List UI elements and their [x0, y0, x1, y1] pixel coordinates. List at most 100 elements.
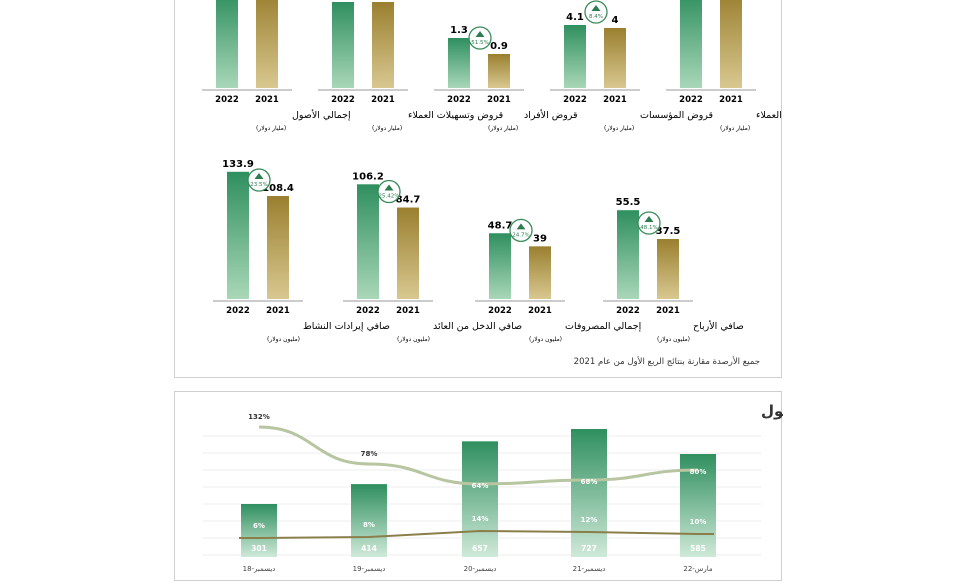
year-label-2022: 2022	[616, 306, 640, 316]
chart-unit: (مليار دولار)	[256, 125, 286, 132]
year-label-2021: 2021	[255, 95, 279, 105]
bar-2022	[216, 0, 238, 88]
year-label-2021: 2021	[266, 306, 290, 316]
year-label-2021: 2021	[719, 95, 743, 105]
change-label: 8.4%	[589, 14, 603, 20]
year-label-2022: 2022	[331, 95, 355, 105]
bar-value-label: 414	[361, 544, 377, 553]
bar-2022	[227, 171, 249, 299]
change-badge	[468, 26, 492, 50]
bar-2022	[564, 25, 586, 88]
chart-unit: (مليار دولار)	[604, 125, 634, 132]
change-label: 25.42%	[379, 194, 400, 200]
coverage-label: 64%	[472, 482, 489, 490]
bar-2021	[488, 54, 510, 88]
up-arrow-icon	[475, 31, 485, 37]
bar-value-label: 301	[251, 544, 267, 553]
chart-unit: (مليون دولار)	[267, 336, 300, 343]
period-label: ديسمبر-20	[464, 565, 497, 573]
period-label: ديسمبر-21	[573, 565, 606, 573]
up-arrow-icon	[384, 184, 394, 191]
up-arrow-icon	[516, 223, 526, 230]
chart-unit: (مليار دولار)	[720, 125, 750, 132]
ratio-label: 10%	[690, 518, 707, 526]
ratio-label: 6%	[253, 522, 265, 530]
period-label: ديسمبر-19	[353, 565, 386, 573]
kpi-footnote: جميع الأرصدة مقارنة بنتائج الربع الأول م…	[573, 357, 760, 367]
coverage-label: 78%	[361, 450, 378, 458]
asset-bar	[462, 441, 498, 557]
chart-title: إجمالي الأصول	[292, 109, 351, 121]
value-label-2022: 106.2	[352, 171, 384, 182]
ratio-label: 14%	[472, 515, 489, 523]
bar-2022	[617, 210, 639, 299]
value-label-2022: 133.9	[222, 159, 254, 170]
bar-2022	[489, 233, 511, 299]
asset-bar	[351, 484, 387, 557]
chart-unit: (مليار دولار)	[488, 125, 518, 132]
value-label-2022: 1.3	[450, 25, 468, 36]
chart-unit: (مليون دولار)	[657, 336, 690, 343]
value-label-2022: 48.7	[488, 220, 513, 231]
year-label-2022: 2022	[226, 306, 250, 316]
up-arrow-icon	[591, 5, 601, 11]
year-label-2022: 2022	[488, 306, 512, 316]
change-label: 51.5%	[471, 40, 488, 46]
change-badge	[247, 168, 271, 192]
chart-unit: (مليون دولار)	[529, 336, 562, 343]
year-label-2022: 2022	[563, 95, 587, 105]
year-label-2021: 2021	[396, 306, 420, 316]
asset-bar	[241, 504, 277, 557]
coverage-line	[258, 425, 699, 486]
chart-title: صافي الدخل من العائد	[433, 321, 522, 332]
asset-chart-title: تحليل أداء جودة الأصول	[761, 401, 783, 420]
bar-2021	[397, 207, 419, 299]
chart-title: قروض وتسهيلات العملاء	[408, 110, 503, 121]
chart-title: ودائع العملاء	[756, 110, 783, 121]
period-label: مارس-22	[683, 565, 713, 573]
value-label-2021: 84.7	[396, 195, 421, 206]
coverage-label: 132%	[248, 413, 270, 421]
chart-unit: (مليار دولار)	[372, 125, 402, 132]
bar-value-label: 727	[581, 544, 597, 553]
change-badge	[637, 211, 661, 235]
bar-2021	[604, 28, 626, 88]
year-label-2022: 2022	[356, 306, 380, 316]
value-label-2022: 55.5	[616, 197, 641, 208]
bar-2022	[448, 38, 470, 88]
chart-title: إجمالي المصروفات	[565, 321, 642, 332]
bar-2021	[657, 239, 679, 299]
bar-value-label: 657	[472, 544, 488, 553]
year-label-2021: 2021	[656, 306, 680, 316]
chart-title: قروض المؤسسات	[640, 110, 713, 121]
bar-2022	[680, 0, 702, 88]
value-label-2021: 39	[533, 233, 547, 244]
change-label: 48.1%	[640, 225, 657, 231]
chart-unit: (مليون دولار)	[397, 336, 430, 343]
year-label-2021: 2021	[603, 95, 627, 105]
value-label-2021: 4	[612, 15, 619, 26]
asset-bar	[571, 429, 607, 557]
bar-2021	[372, 2, 394, 88]
up-arrow-icon	[644, 216, 654, 222]
bar-2021	[529, 246, 551, 299]
bar-value-label: 585	[690, 544, 706, 553]
bar-2021	[256, 0, 278, 88]
bar-2022	[357, 184, 379, 299]
year-label-2022: 2022	[447, 95, 471, 105]
chart-title: صافي الأرباح	[693, 320, 744, 332]
change-badge	[584, 0, 608, 24]
chart-title: صافي إيرادات النشاط	[303, 321, 390, 332]
ratio-label: 12%	[581, 516, 598, 524]
change-label: 23.5%	[250, 182, 267, 188]
year-label-2021: 2021	[371, 95, 395, 105]
value-label-2021: 108.4	[262, 183, 294, 194]
value-label-2021: 37.5	[656, 226, 681, 237]
bar-2021	[720, 0, 742, 88]
change-label: 24.7%	[512, 232, 529, 238]
year-label-2022: 2022	[215, 95, 239, 105]
up-arrow-icon	[254, 173, 264, 180]
ratio-label: 8%	[363, 521, 375, 529]
bar-2022	[332, 2, 354, 88]
